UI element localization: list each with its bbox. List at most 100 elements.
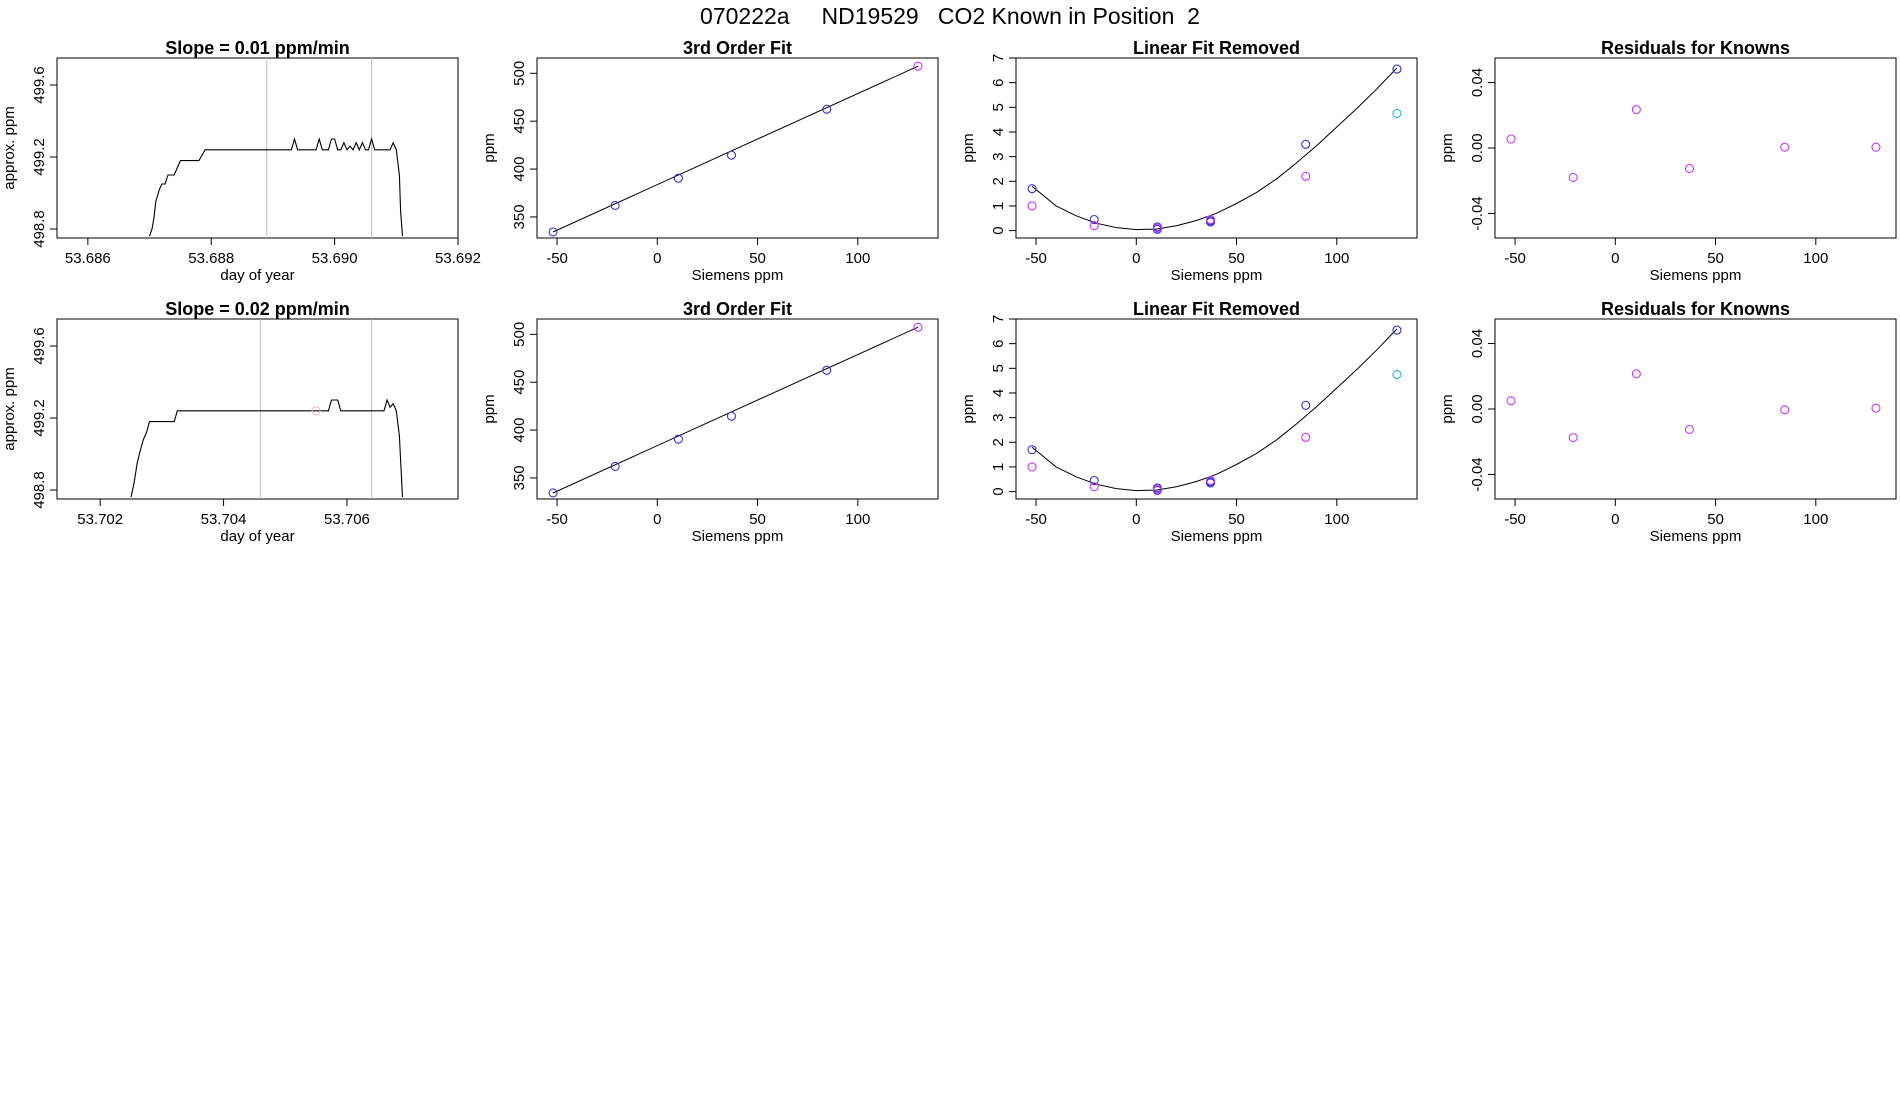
y-tick-label: 500 — [511, 61, 528, 86]
data-point-blue — [1089, 214, 1099, 225]
x-tick-label: 100 — [1324, 250, 1349, 267]
y-tick-label: 6 — [990, 78, 1007, 86]
data-point-magenta — [1152, 484, 1162, 494]
y-tick-label: 0.04 — [1469, 68, 1486, 97]
x-tick-label: -50 — [1504, 250, 1526, 267]
chart-title: 3rd Order Fit — [683, 38, 792, 58]
y-tick-label: 500 — [511, 322, 528, 347]
y-tick-label: 450 — [511, 370, 528, 395]
y-tick-label: 2 — [990, 177, 1007, 185]
x-tick-label: -50 — [546, 511, 568, 528]
y-axis-label: approx. ppm — [1, 106, 18, 189]
data-point-blue — [548, 488, 558, 498]
y-tick-label: 4 — [990, 128, 1007, 136]
data-point-magenta — [1684, 424, 1695, 435]
data-point-blue — [726, 411, 737, 421]
x-tick-label: 53.688 — [188, 250, 234, 267]
data-point-magenta — [1631, 104, 1641, 115]
x-tick-label: 53.704 — [201, 511, 247, 528]
data-point-magenta — [1205, 214, 1216, 225]
x-tick-label: 50 — [1228, 511, 1245, 528]
y-tick-label: 2 — [990, 438, 1007, 446]
y-tick-label: 499.6 — [31, 327, 48, 365]
y-tick-label: 5 — [990, 364, 1007, 372]
x-tick-label: 50 — [1228, 250, 1245, 267]
x-tick-label: -50 — [1025, 250, 1047, 267]
data-point-magenta — [1301, 432, 1311, 442]
x-tick-label: 53.706 — [324, 511, 370, 528]
x-tick-label: -50 — [1025, 511, 1047, 528]
x-tick-label: 0 — [653, 511, 661, 528]
y-tick-label: 498.8 — [31, 471, 48, 509]
x-tick-label: 100 — [1324, 511, 1349, 528]
y-axis-label: ppm — [1439, 133, 1456, 162]
y-axis-label: ppm — [481, 133, 498, 162]
data-point-magenta — [1027, 201, 1037, 211]
x-axis-label: Siemens ppm — [692, 267, 784, 284]
y-tick-label: 400 — [511, 157, 528, 182]
data-point-magenta — [1506, 396, 1516, 406]
y-tick-label: 498.8 — [31, 210, 48, 248]
y-axis-label: ppm — [1439, 394, 1456, 423]
y-tick-label: 499.2 — [31, 399, 48, 437]
chart-title: Residuals for Knowns — [1601, 299, 1790, 319]
x-axis-label: Siemens ppm — [1650, 528, 1742, 545]
chart-title: Linear Fit Removed — [1133, 299, 1300, 319]
y-axis-label: ppm — [481, 394, 498, 423]
y-tick-label: 350 — [511, 465, 528, 490]
plot-frame — [1015, 318, 1418, 500]
data-point-cyan — [1392, 369, 1402, 380]
x-axis-label: Siemens ppm — [1171, 267, 1263, 284]
y-tick-label: 3 — [990, 413, 1007, 421]
trace-line — [130, 398, 404, 498]
plot-frame — [1494, 57, 1897, 239]
data-point-magenta — [1568, 433, 1578, 443]
data-point-faint-marker — [311, 406, 321, 416]
data-point-cyan — [1392, 108, 1402, 119]
x-tick-label: 50 — [749, 250, 766, 267]
x-tick-label: 53.686 — [65, 250, 111, 267]
x-tick-label: 50 — [749, 511, 766, 528]
y-tick-label: 7 — [990, 54, 1007, 62]
y-tick-label: 3 — [990, 152, 1007, 160]
x-tick-label: 100 — [1803, 511, 1828, 528]
fit-curve — [552, 65, 919, 233]
plot-frame — [1494, 318, 1897, 500]
data-point-blue — [673, 434, 683, 444]
y-tick-label: 0 — [990, 226, 1007, 234]
data-point-magenta — [1301, 171, 1311, 181]
y-tick-label: 0.04 — [1469, 329, 1486, 358]
chart-title: Slope = 0.01 ppm/min — [165, 38, 350, 58]
x-tick-label: 0 — [653, 250, 661, 267]
data-point-blue — [673, 173, 683, 183]
data-point-blue — [1301, 400, 1311, 410]
data-point-blue — [1205, 217, 1216, 227]
data-point-blue — [1301, 139, 1311, 149]
x-tick-label: 0 — [1611, 511, 1619, 528]
y-tick-label: 499.6 — [31, 66, 48, 104]
y-tick-label: 450 — [511, 109, 528, 134]
x-axis-label: Siemens ppm — [692, 528, 784, 545]
y-tick-label: 400 — [511, 418, 528, 443]
data-point-blue — [822, 104, 832, 114]
chart-title: 3rd Order Fit — [683, 299, 792, 319]
data-point-blue — [1392, 64, 1402, 74]
data-point-magenta — [1205, 475, 1216, 486]
data-point-magenta — [1871, 403, 1881, 413]
data-point-blue — [822, 365, 832, 375]
x-tick-label: -50 — [546, 250, 568, 267]
plot-frame — [1015, 57, 1418, 239]
y-tick-label: 5 — [990, 103, 1007, 111]
data-point-magenta — [913, 61, 923, 71]
x-tick-label: 50 — [1707, 511, 1724, 528]
data-point-magenta — [1089, 221, 1099, 231]
data-point-magenta — [1780, 142, 1790, 152]
y-tick-label: 0.00 — [1469, 394, 1486, 423]
y-axis-label: approx. ppm — [1, 367, 18, 450]
x-tick-label: 53.702 — [77, 511, 123, 528]
data-point-blue — [610, 200, 620, 210]
y-tick-label: 0 — [990, 487, 1007, 495]
x-tick-label: 100 — [845, 250, 870, 267]
x-tick-label: 50 — [1707, 250, 1724, 267]
y-tick-label: 4 — [990, 389, 1007, 397]
